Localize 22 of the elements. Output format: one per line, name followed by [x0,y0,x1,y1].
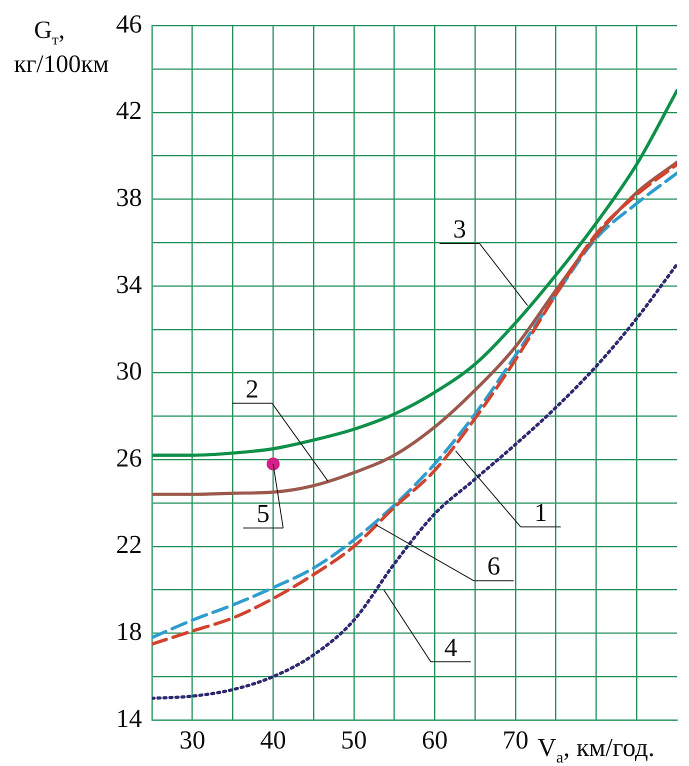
y-tick-label: 30 [116,356,142,386]
y-tick-label: 34 [116,270,142,299]
y-tick-label: 22 [116,530,142,560]
annotation: 5 [256,498,270,528]
line-series [152,262,677,700]
y-tick-label: 46 [116,9,142,38]
y-tick-label: 14 [116,704,142,733]
y-tick-label: 42 [116,96,142,126]
x-tick-label: 70 [502,725,528,754]
annotation: 3 [453,214,466,244]
y-tick-label: 26 [116,443,142,472]
x-tick-label: 30 [179,725,206,754]
y-tick-label: 38 [116,183,142,212]
annotation: 1 [534,498,548,527]
x-tick-label: 40 [260,725,286,754]
line-series [152,89,677,457]
x-tick-label: 50 [340,725,367,754]
annotation: 6 [487,552,500,581]
annotation: 2 [246,374,259,404]
x-tick-label: 60 [422,725,448,754]
y-tick-label: 18 [116,617,142,646]
annotation: 4 [444,632,458,662]
